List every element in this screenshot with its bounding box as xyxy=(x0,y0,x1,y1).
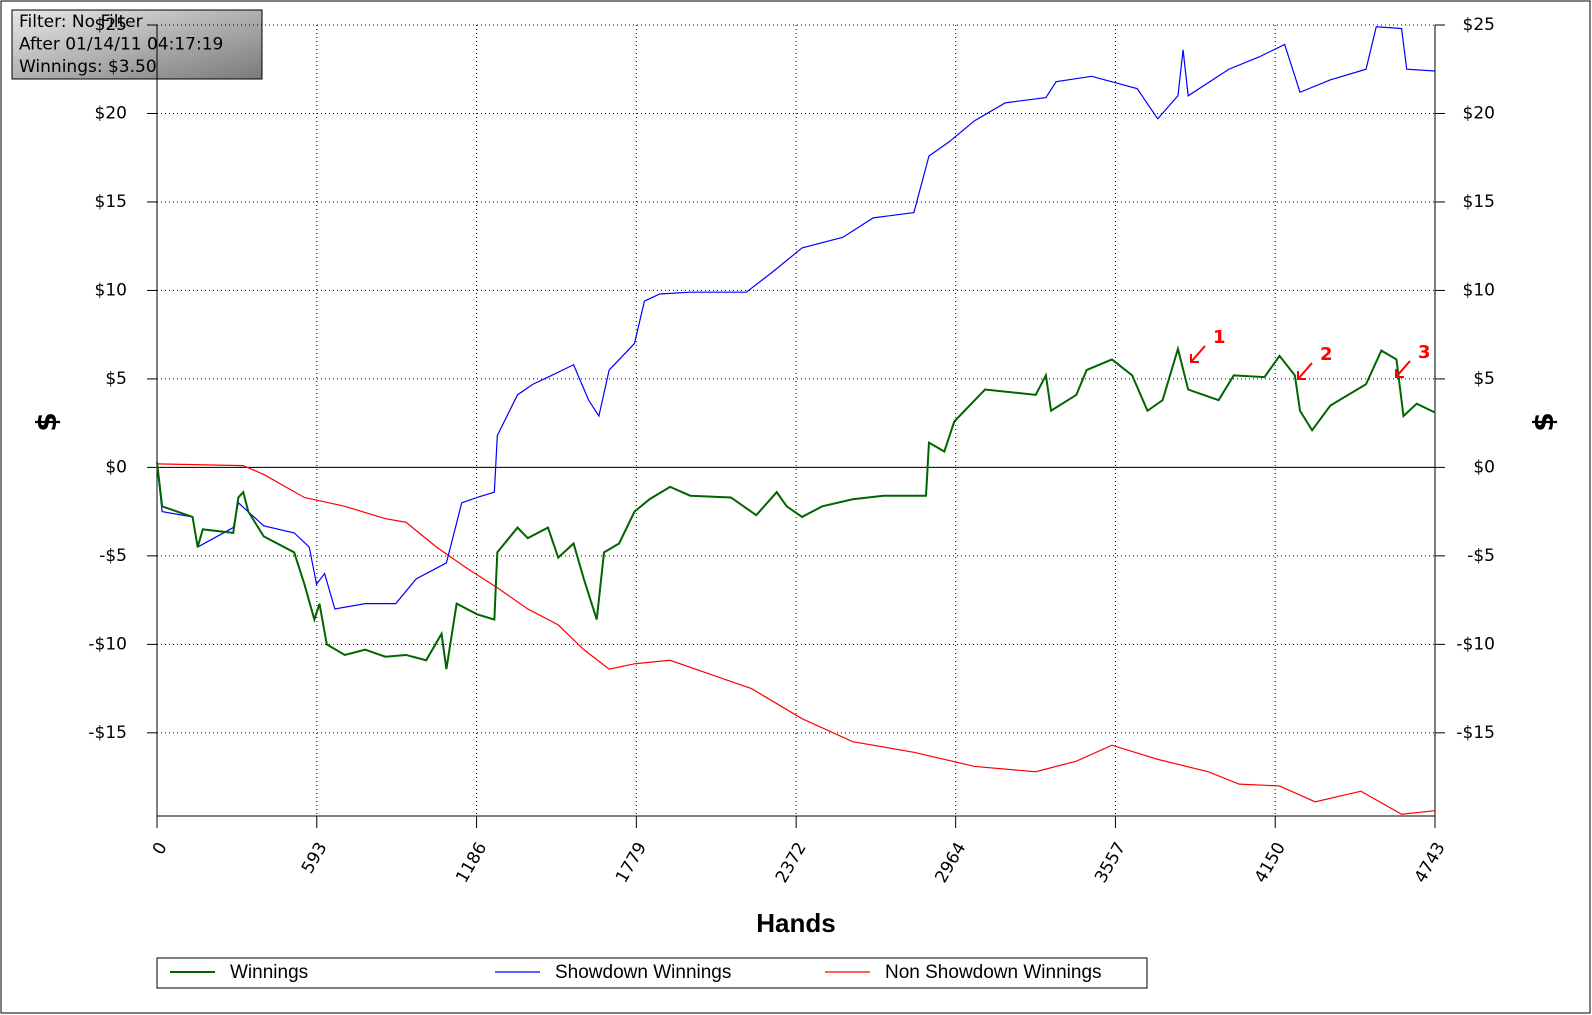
annotation: 1 xyxy=(1190,327,1226,363)
annotation: 2 xyxy=(1297,344,1333,380)
x-tick-label: 1779 xyxy=(612,839,651,886)
info-text: Winnings: $3.50 xyxy=(19,57,157,77)
x-axis-label: Hands xyxy=(756,908,835,938)
y-tick-label: -$15 xyxy=(88,723,127,743)
series-line xyxy=(156,26,1436,610)
annotation-text: 2 xyxy=(1320,344,1333,365)
y-tick-label: $5 xyxy=(105,369,127,389)
legend-label: Winnings xyxy=(230,962,308,983)
y2-tick-label: $20 xyxy=(1463,103,1495,123)
legend-label: Showdown Winnings xyxy=(555,962,731,983)
y-tick-label: $10 xyxy=(95,280,127,300)
series-line xyxy=(156,463,1436,815)
y2-tick-label: -$15 xyxy=(1456,723,1495,743)
info-text: Filter: No Filter xyxy=(19,12,143,32)
annotation-arrow xyxy=(1297,362,1313,380)
y-axis-label: $ xyxy=(30,412,63,431)
y2-tick-label: $10 xyxy=(1463,280,1495,300)
annotation-arrowhead xyxy=(1395,369,1404,378)
series-line xyxy=(156,345,1436,670)
x-tick-label: 0 xyxy=(149,839,172,858)
legend-box xyxy=(156,957,1148,989)
y2-tick-label: $15 xyxy=(1463,192,1495,212)
x-tick-label: 593 xyxy=(298,839,332,877)
legend-label: Non Showdown Winnings xyxy=(885,962,1102,983)
info-box xyxy=(11,9,263,80)
annotation-arrow xyxy=(1395,360,1411,378)
y-tick-label: $15 xyxy=(95,192,127,212)
y2-axis-label: $ xyxy=(1527,412,1560,431)
y-tick-label: $0 xyxy=(105,457,127,477)
y2-tick-label: -$10 xyxy=(1456,634,1495,654)
x-tick-label: 3557 xyxy=(1091,839,1130,886)
annotation-text: 3 xyxy=(1418,342,1431,363)
x-tick-label: 4150 xyxy=(1251,839,1290,886)
annotation-text: 1 xyxy=(1213,327,1226,348)
y2-tick-label: -$5 xyxy=(1467,546,1495,566)
y2-tick-label: $25 xyxy=(1463,15,1495,35)
annotation-arrowhead xyxy=(1297,371,1306,380)
y2-tick-label: $0 xyxy=(1473,457,1495,477)
x-tick-label: 2372 xyxy=(772,839,811,886)
annotation-arrowhead xyxy=(1190,354,1199,363)
y-tick-label: $20 xyxy=(95,103,127,123)
y2-tick-label: $5 xyxy=(1473,369,1495,389)
y-tick-label: -$5 xyxy=(99,546,127,566)
x-tick-label: 2964 xyxy=(931,839,970,886)
annotation: 3 xyxy=(1395,342,1431,378)
annotation-arrow xyxy=(1190,345,1206,363)
y-tick-label: $25 xyxy=(95,15,127,35)
y-tick-label: -$10 xyxy=(88,634,127,654)
info-text: After 01/14/11 04:17:19 xyxy=(19,35,223,55)
x-tick-label: 1186 xyxy=(452,839,491,886)
x-tick-label: 4743 xyxy=(1411,839,1450,886)
